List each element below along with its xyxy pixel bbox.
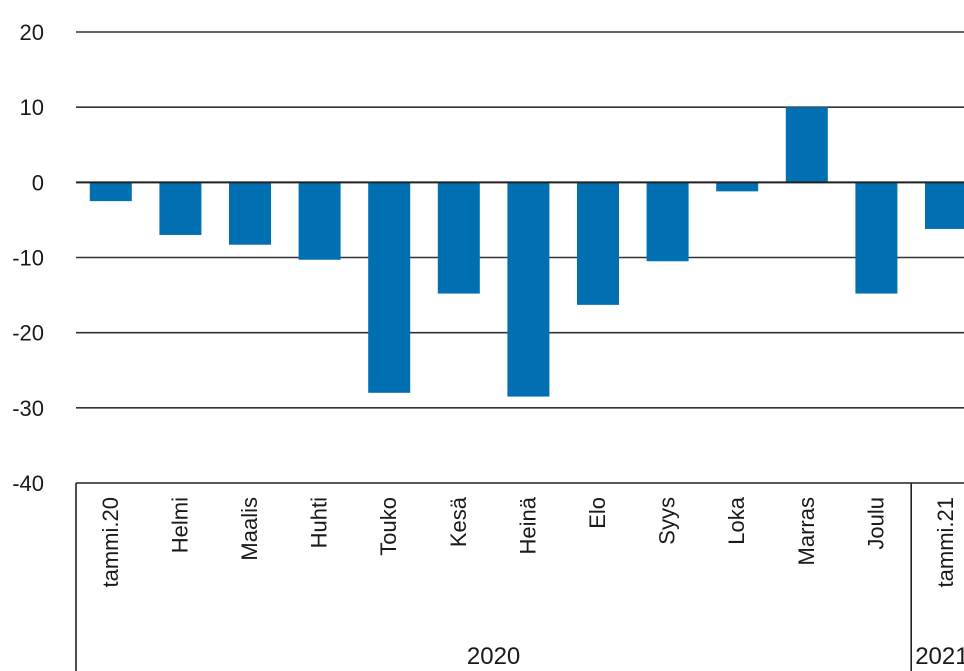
bars: [89, 107, 964, 397]
category-label: Maalis: [237, 497, 262, 561]
category-axis-table: 2020 2021 tammi.20 Helmi Maalis Huhti Touko Kes…: [75, 482, 964, 671]
bar-Touko: [368, 182, 411, 393]
y-tick-label: -40: [12, 471, 44, 496]
y-tick-label: -30: [12, 396, 44, 421]
bar-Heinä: [507, 182, 550, 397]
y-axis-tick-labels: 20 10 0 -10 -20 -30 -40: [12, 20, 44, 496]
bar-Helmi: [159, 182, 202, 235]
category-label: Heinä: [515, 496, 540, 554]
category-label: tammi.20: [98, 497, 123, 587]
bar-Elo: [577, 182, 619, 305]
bar-tammi.21: [925, 182, 964, 229]
bar-Maalis: [229, 182, 271, 245]
category-label: Elo: [585, 497, 610, 529]
y-tick-label: 20: [20, 20, 44, 45]
category-label: Syys: [655, 497, 680, 545]
bar-Kesä: [437, 182, 480, 294]
group-label-2021: 2021: [915, 643, 964, 670]
category-label: Joulu: [863, 497, 888, 550]
y-tick-label: 0: [32, 170, 44, 195]
bar-Joulu: [855, 182, 898, 294]
category-label: Helmi: [167, 497, 192, 553]
category-label: Touko: [376, 497, 401, 556]
category-label: Kesä: [446, 496, 471, 547]
y-tick-label: 10: [20, 95, 44, 120]
category-label: Huhti: [307, 497, 332, 548]
bar-Syys: [646, 182, 689, 262]
bar-Loka: [716, 182, 759, 192]
category-label: tammi.21: [933, 497, 958, 587]
category-label: Loka: [724, 496, 749, 544]
bar-Marras: [785, 107, 828, 183]
y-tick-label: -10: [12, 246, 44, 271]
bar-tammi.20: [89, 182, 132, 202]
category-label: Marras: [794, 497, 819, 565]
group-label-2020: 2020: [467, 643, 520, 670]
bar-Huhti: [298, 182, 341, 260]
y-tick-label: -20: [12, 321, 44, 346]
